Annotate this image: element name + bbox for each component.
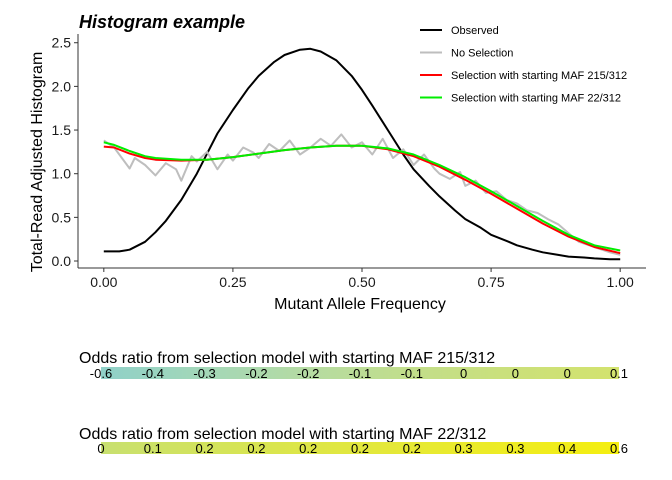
legend-label-0: Observed: [451, 25, 499, 37]
color-bar-1-tick-label: -0.2: [297, 366, 319, 381]
color-bar-2: [101, 442, 619, 454]
color-bar-1-tick-label: 0: [512, 366, 519, 381]
y-tick-label: 1.5: [52, 122, 72, 138]
series-line-0: [103, 47, 621, 261]
series-line-1: [103, 133, 621, 256]
series-line-3: [103, 141, 621, 252]
y-tick-label: 0.0: [52, 253, 72, 269]
legend-label-1: No Selection: [451, 48, 513, 60]
x-tick-label: 1.00: [607, 274, 634, 290]
color-bar-1: [101, 367, 619, 379]
color-bar-2-tick-label: 0.2: [403, 441, 421, 456]
color-bar-1-tick-label: -0.1: [401, 366, 423, 381]
color-bar-2-title: Odds ratio from selection model with sta…: [79, 426, 486, 443]
color-bar-1-tick-label: 0: [460, 366, 467, 381]
x-tick-label: 0.75: [477, 274, 504, 290]
x-axis: 0.00 0.25 0.50 0.75 1.00: [78, 267, 646, 290]
legend: Observed No Selection Selection with start…: [420, 25, 627, 105]
color-bar-2-tick-label: 0.3: [506, 441, 524, 456]
color-bar-2-tick-label: 0.6: [610, 441, 628, 456]
color-bar-1-tick-label: 0.1: [610, 366, 628, 381]
x-tick-label: 0.00: [90, 274, 117, 290]
color-bar-2-tick-label: 0.3: [455, 441, 473, 456]
color-bar-1-tick-label: -0.4: [142, 366, 164, 381]
legend-label-2: Selection with starting MAF 215/312: [451, 70, 627, 82]
color-bar-1-tick-label: -0.6: [90, 366, 112, 381]
x-tick-label: 0.50: [348, 274, 375, 290]
y-tick-label: 0.5: [52, 209, 72, 225]
color-bar-2-tick-label: 0.2: [196, 441, 214, 456]
color-bar-2-tick-label: 0.4: [558, 441, 576, 456]
x-tick-label: 0.25: [219, 274, 246, 290]
color-bar-2-tick-label: 0.1: [144, 441, 162, 456]
y-tick-label: 2.5: [52, 35, 72, 51]
color-bar-1-ticks: -0.6 -0.4 -0.3 -0.2 -0.2 -0.1 -0.1 0 0 0 0.1: [90, 366, 628, 381]
x-axis-label: Mutant Allele Frequency: [274, 296, 446, 313]
plot-area: [103, 47, 621, 261]
color-bar-1-tick-label: 0: [564, 366, 571, 381]
color-bar-1-tick-label: -0.2: [245, 366, 267, 381]
color-bar-2-tick-label: 0.2: [247, 441, 265, 456]
y-tick-label: 1.0: [52, 166, 72, 182]
y-axis-label: Total-Read Adjusted Histogram: [29, 52, 46, 273]
legend-label-3: Selection with starting MAF 22/312: [451, 93, 621, 105]
y-tick-label: 2.0: [52, 78, 72, 94]
color-bar-1-tick-label: -0.3: [193, 366, 215, 381]
color-bar-2-tick-label: 0.2: [351, 441, 369, 456]
color-bar-2-ticks: 0 0.1 0.2 0.2 0.2 0.2 0.2 0.3 0.3 0.4 0.6: [97, 441, 628, 456]
chart-title: Histogram example: [79, 12, 245, 32]
color-bar-1-tick-label: -0.1: [349, 366, 371, 381]
y-axis: 0.0 0.5 1.0 1.5 2.0 2.5: [52, 34, 79, 269]
color-bar-2-tick-label: 0.2: [299, 441, 317, 456]
color-bar-1-title: Odds ratio from selection model with sta…: [79, 350, 495, 367]
color-bar-2-tick-label: 0: [97, 441, 104, 456]
